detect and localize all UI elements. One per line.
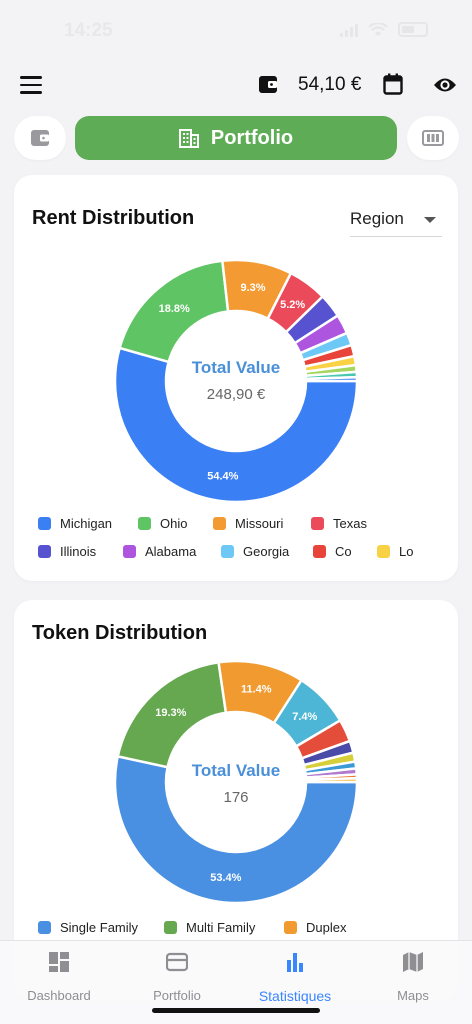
legend-label: Ohio bbox=[160, 516, 188, 531]
balance-value: 54,10 € bbox=[298, 74, 362, 95]
legend-label: Co bbox=[335, 544, 352, 559]
wallet-icon[interactable] bbox=[258, 73, 278, 95]
token-donut-chart[interactable]: 53.4% 19.3% 11.4% 7.4% bbox=[112, 658, 360, 906]
legend-swatch bbox=[284, 921, 297, 934]
region-dropdown-value: Region bbox=[350, 209, 404, 228]
legend-label: Multi Family bbox=[186, 920, 256, 935]
rent-slice-michigan[interactable] bbox=[113, 346, 359, 504]
calendar-icon[interactable] bbox=[383, 73, 403, 95]
legend-label: Missouri bbox=[235, 516, 284, 531]
legend-label: Michigan bbox=[60, 516, 113, 531]
legend-label: Georgia bbox=[243, 544, 290, 559]
rent-slice-label: 18.8% bbox=[159, 303, 190, 315]
legend-swatch bbox=[311, 517, 324, 530]
status-bar: 14:25 bbox=[0, 0, 472, 60]
legend-swatch bbox=[313, 545, 326, 558]
token-slice-label: 11.4% bbox=[241, 684, 272, 696]
rent-slice-label: 5.2% bbox=[280, 299, 305, 311]
legend-swatch bbox=[213, 517, 226, 530]
wallet-view-button[interactable] bbox=[14, 116, 66, 160]
nav-statistiques-label: Statistiques bbox=[258, 988, 332, 1004]
legend-swatch bbox=[377, 545, 390, 558]
nav-maps[interactable]: Maps bbox=[368, 951, 458, 1003]
legend-item-alabama[interactable]: Alabama bbox=[123, 544, 221, 559]
legend-label: Duplex bbox=[306, 920, 347, 935]
signal-icon bbox=[340, 23, 358, 37]
nav-statistiques[interactable]: Statistiques bbox=[250, 951, 340, 1004]
legend-label: Lo bbox=[399, 544, 414, 559]
view-switcher: Portfolio bbox=[0, 116, 472, 162]
legend-item-co[interactable]: Co bbox=[313, 544, 377, 559]
eye-icon[interactable] bbox=[433, 76, 457, 94]
view-grid-icon bbox=[422, 130, 444, 146]
legend-swatch bbox=[164, 921, 177, 934]
rent-center-title: Total Value bbox=[191, 358, 281, 377]
nav-portfolio[interactable]: Portfolio bbox=[132, 951, 222, 1003]
legend-label: Texas bbox=[333, 516, 367, 531]
battery-icon bbox=[398, 22, 428, 37]
legend-item-duplex[interactable]: Duplex bbox=[284, 920, 374, 935]
legend-row: Illinois Alabama Georgia Co Lo bbox=[38, 544, 448, 559]
legend-item-michigan[interactable]: Michigan bbox=[38, 516, 138, 531]
grid-view-button[interactable] bbox=[407, 116, 459, 160]
status-time: 14:25 bbox=[64, 20, 113, 41]
legend-swatch bbox=[38, 921, 51, 934]
dashboard-icon bbox=[49, 952, 69, 972]
legend-swatch bbox=[123, 545, 136, 558]
top-bar: 54,10 € bbox=[0, 64, 472, 108]
token-distribution-card: Token Distribution 53.4% 19.3% 11.4% 7.4% T… bbox=[14, 600, 458, 1000]
building-icon bbox=[178, 129, 199, 148]
portfolio-tab-label: Portfolio bbox=[210, 126, 294, 149]
wallet-icon bbox=[31, 130, 49, 146]
legend-swatch bbox=[38, 545, 51, 558]
legend-item-ohio[interactable]: Ohio bbox=[138, 516, 213, 531]
rent-slice-label: 54.4% bbox=[207, 471, 238, 483]
token-slice-label: 19.3% bbox=[155, 707, 186, 719]
legend-label: Single Family bbox=[60, 920, 139, 935]
nav-dashboard-label: Dashboard bbox=[27, 988, 91, 1003]
legend-item-texas[interactable]: Texas bbox=[311, 516, 391, 531]
nav-dashboard[interactable]: Dashboard bbox=[14, 951, 104, 1003]
region-dropdown[interactable]: Region bbox=[350, 205, 442, 237]
map-icon bbox=[403, 952, 423, 972]
token-slice-label: 53.4% bbox=[210, 872, 241, 884]
portfolio-tab-button[interactable]: Portfolio bbox=[75, 116, 397, 160]
status-icons bbox=[340, 22, 428, 37]
token-distribution-title: Token Distribution bbox=[32, 622, 208, 644]
legend-swatch bbox=[221, 545, 234, 558]
wallet-icon bbox=[165, 952, 189, 972]
caret-down-icon bbox=[424, 217, 436, 223]
token-legend: Single Family Multi Family Duplex bbox=[38, 920, 448, 948]
rent-distribution-title: Rent Distribution bbox=[32, 207, 195, 229]
legend-row: Michigan Ohio Missouri Texas bbox=[38, 516, 448, 531]
rent-legend: Michigan Ohio Missouri Texas Illinois Alabam… bbox=[38, 516, 448, 572]
token-slice-10[interactable] bbox=[304, 776, 359, 784]
legend-item-georgia[interactable]: Georgia bbox=[221, 544, 313, 559]
legend-item-single-family[interactable]: Single Family bbox=[38, 920, 164, 935]
legend-item-multi-family[interactable]: Multi Family bbox=[164, 920, 284, 935]
home-indicator bbox=[152, 1008, 320, 1013]
rent-donut-chart[interactable]: 54.4% 18.8% 9.3% 5.2% bbox=[112, 257, 360, 505]
token-slice-single-family[interactable] bbox=[113, 754, 359, 905]
bar-chart-icon bbox=[287, 953, 303, 972]
wifi-icon bbox=[368, 22, 388, 36]
rent-center-value: 248,90 € bbox=[206, 386, 266, 403]
legend-swatch bbox=[138, 517, 151, 530]
token-slice-label: 7.4% bbox=[292, 711, 317, 723]
nav-maps-label: Maps bbox=[397, 988, 429, 1003]
legend-row: Single Family Multi Family Duplex bbox=[38, 920, 448, 935]
legend-item-illinois[interactable]: Illinois bbox=[38, 544, 123, 559]
rent-distribution-card: Rent Distribution Region 54.4% 18.8% 9.3% 5… bbox=[14, 175, 458, 581]
menu-icon[interactable] bbox=[20, 76, 42, 94]
rent-slice-label: 9.3% bbox=[240, 282, 265, 294]
legend-label: Illinois bbox=[60, 544, 97, 559]
legend-item-lo[interactable]: Lo bbox=[377, 544, 427, 559]
legend-label: Alabama bbox=[145, 544, 197, 559]
nav-portfolio-label: Portfolio bbox=[153, 988, 201, 1003]
legend-swatch bbox=[38, 517, 51, 530]
token-center-value: 176 bbox=[223, 789, 249, 806]
rent-slice-11[interactable] bbox=[304, 375, 359, 383]
token-center-title: Total Value bbox=[191, 761, 281, 780]
legend-item-missouri[interactable]: Missouri bbox=[213, 516, 311, 531]
